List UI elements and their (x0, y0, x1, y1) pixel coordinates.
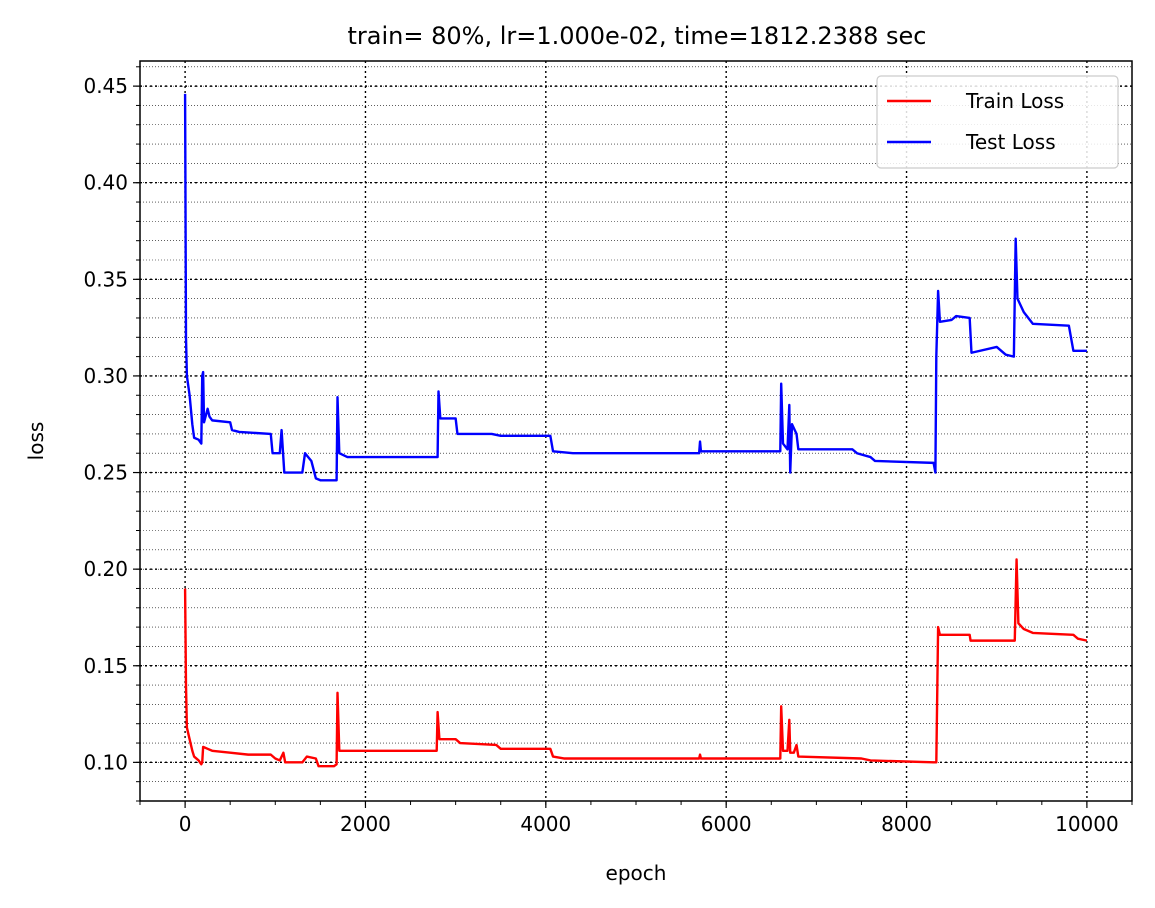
y-tick-label: 0.45 (83, 74, 128, 98)
plot-area (183, 93, 1088, 768)
series-line-test-loss (183, 93, 1087, 482)
x-tick-label: 0 (179, 812, 192, 836)
x-tick-label: 2000 (340, 812, 391, 836)
x-tick-label: 10000 (1055, 812, 1119, 836)
y-tick-label: 0.15 (83, 654, 128, 678)
y-tick-label: 0.30 (83, 364, 128, 388)
chart-title: train= 80%, lr=1.000e-02, time=1812.2388… (348, 22, 927, 50)
legend-label: Train Loss (965, 89, 1064, 113)
y-tick-label: 0.20 (83, 557, 128, 581)
y-tick-label: 0.40 (83, 171, 128, 195)
axis-ticks: 0.10 0.15 0.20 0.25 0.30 0.35 0.40 0.45 0 2000 400… (83, 66, 1133, 836)
x-tick-label: 4000 (520, 812, 571, 836)
legend-label: Test Loss (965, 130, 1056, 154)
legend: Train Loss Test Loss (876, 75, 1119, 169)
legend-box (876, 75, 1119, 169)
y-tick-label: 0.35 (83, 267, 128, 291)
y-axis-label: loss (24, 422, 48, 461)
grid (140, 61, 1132, 802)
x-tick-label: 6000 (701, 812, 752, 836)
y-tick-label: 0.10 (83, 750, 128, 774)
x-tick-label: 8000 (881, 812, 932, 836)
x-axis-label: epoch (606, 861, 667, 885)
y-tick-label: 0.25 (83, 461, 128, 485)
series-line-train-loss (183, 558, 1088, 768)
